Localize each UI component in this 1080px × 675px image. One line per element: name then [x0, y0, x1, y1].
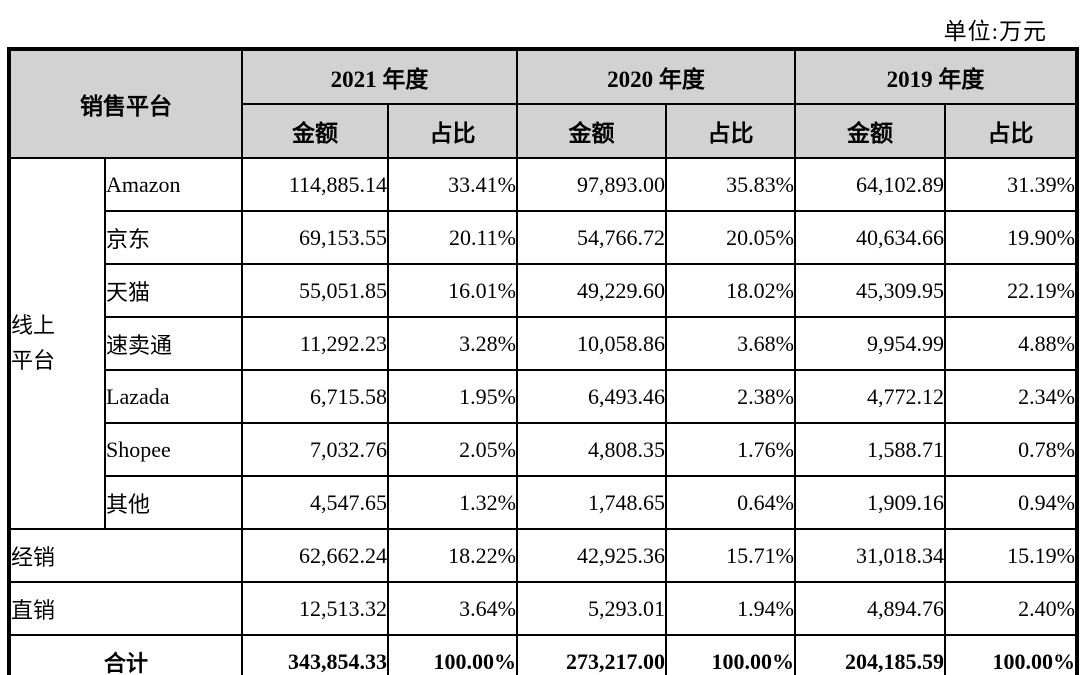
- amount-cell: 1,909.16: [794, 475, 946, 530]
- amount-header-2021: 金额: [241, 103, 389, 159]
- ratio-cell: 18.02%: [665, 263, 796, 318]
- ratio-cell: 1.94%: [665, 581, 796, 636]
- ratio-cell: 15.71%: [665, 528, 796, 583]
- platform-name-cell: 速卖通: [104, 316, 243, 371]
- ratio-cell: 1.32%: [387, 475, 518, 530]
- year-header-2019: 2019 年度: [794, 48, 1078, 105]
- amount-cell: 4,772.12: [794, 369, 946, 424]
- amount-cell: 5,293.01: [516, 581, 667, 636]
- online-group-line1: 线上: [11, 313, 56, 339]
- ratio-cell: 0.94%: [944, 475, 1078, 530]
- amount-cell: 97,893.00: [516, 157, 667, 212]
- ratio-cell: 1.76%: [665, 422, 796, 477]
- ratio-cell: 20.11%: [387, 210, 518, 265]
- amount-cell: 4,808.35: [516, 422, 667, 477]
- table-row-lazada: Lazada 6,715.58 1.95% 6,493.46 2.38% 4,7…: [9, 369, 1078, 424]
- table-row-amazon: 线上 平台 Amazon 114,885.14 33.41% 97,893.00…: [8, 157, 1078, 530]
- ratio-cell: 16.01%: [387, 263, 518, 318]
- ratio-cell: 15.19%: [944, 528, 1078, 583]
- ratio-header-2021: 占比: [387, 103, 518, 159]
- amount-cell: 62,662.24: [241, 528, 389, 583]
- platform-name-cell: 京东: [104, 210, 243, 265]
- ratio-header-2019: 占比: [944, 103, 1078, 159]
- ratio-header-2020: 占比: [665, 103, 796, 159]
- sales-platform-table: 销售平台 2021 年度 2020 年度 2019 年度 金额 占比 金额 占比…: [7, 47, 1079, 675]
- ratio-cell: 35.83%: [665, 157, 796, 212]
- amount-cell: 1,748.65: [516, 475, 667, 530]
- table-row-total: 合计 343,854.33 100.00% 273,217.00 100.00%…: [8, 634, 1078, 675]
- header-row-subcolumns: 金额 占比 金额 占比 金额 占比: [9, 103, 1078, 159]
- table-row-other: 其他 4,547.65 1.32% 1,748.65 0.64% 1,909.1…: [9, 475, 1078, 530]
- table-row-tmall: 天猫 55,051.85 16.01% 49,229.60 18.02% 45,…: [9, 263, 1078, 318]
- ratio-cell: 0.78%: [944, 422, 1078, 477]
- online-platform-group-label: 线上 平台: [8, 157, 106, 530]
- year-header-2020: 2020 年度: [516, 48, 796, 105]
- amount-cell: 273,217.00: [516, 634, 667, 675]
- online-group-line2: 平台: [11, 347, 56, 373]
- amount-cell: 4,894.76: [794, 581, 946, 636]
- platform-name-cell: Shopee: [104, 422, 243, 477]
- channel-label-cell: 直销: [8, 581, 243, 636]
- amount-cell: 9,954.99: [794, 316, 946, 371]
- ratio-cell: 20.05%: [665, 210, 796, 265]
- amount-cell: 64,102.89: [794, 157, 946, 212]
- platform-name-cell: Lazada: [104, 369, 243, 424]
- ratio-cell: 0.64%: [665, 475, 796, 530]
- amount-cell: 10,058.86: [516, 316, 667, 371]
- channel-label-cell: 经销: [8, 528, 243, 583]
- amount-header-2019: 金额: [794, 103, 946, 159]
- amount-cell: 54,766.72: [516, 210, 667, 265]
- ratio-cell: 2.05%: [387, 422, 518, 477]
- amount-cell: 69,153.55: [241, 210, 389, 265]
- amount-cell: 40,634.66: [794, 210, 946, 265]
- year-header-2021: 2021 年度: [241, 48, 518, 105]
- ratio-cell: 100.00%: [944, 634, 1078, 675]
- amount-cell: 45,309.95: [794, 263, 946, 318]
- platform-name-cell: 其他: [104, 475, 243, 530]
- amount-cell: 12,513.32: [241, 581, 389, 636]
- ratio-cell: 3.64%: [387, 581, 518, 636]
- ratio-cell: 2.38%: [665, 369, 796, 424]
- amount-cell: 343,854.33: [241, 634, 389, 675]
- total-label-cell: 合计: [8, 634, 243, 675]
- ratio-cell: 4.88%: [944, 316, 1078, 371]
- ratio-cell: 1.95%: [387, 369, 518, 424]
- ratio-cell: 3.68%: [665, 316, 796, 371]
- ratio-cell: 2.40%: [944, 581, 1078, 636]
- header-row-years: 销售平台 2021 年度 2020 年度 2019 年度: [8, 48, 1078, 159]
- amount-cell: 49,229.60: [516, 263, 667, 318]
- amount-cell: 11,292.23: [241, 316, 389, 371]
- amount-cell: 114,885.14: [241, 157, 389, 212]
- ratio-cell: 22.19%: [944, 263, 1078, 318]
- amount-cell: 4,547.65: [241, 475, 389, 530]
- ratio-cell: 18.22%: [387, 528, 518, 583]
- table-row-aliexpress: 速卖通 11,292.23 3.28% 10,058.86 3.68% 9,95…: [9, 316, 1078, 371]
- amount-header-2020: 金额: [516, 103, 667, 159]
- ratio-cell: 3.28%: [387, 316, 518, 371]
- table-row-shopee: Shopee 7,032.76 2.05% 4,808.35 1.76% 1,5…: [9, 422, 1078, 477]
- ratio-cell: 100.00%: [665, 634, 796, 675]
- amount-cell: 6,493.46: [516, 369, 667, 424]
- platform-name-cell: 天猫: [104, 263, 243, 318]
- table-row-jd: 京东 69,153.55 20.11% 54,766.72 20.05% 40,…: [9, 210, 1078, 265]
- amount-cell: 6,715.58: [241, 369, 389, 424]
- amount-cell: 1,588.71: [794, 422, 946, 477]
- amount-cell: 31,018.34: [794, 528, 946, 583]
- ratio-cell: 19.90%: [944, 210, 1078, 265]
- ratio-cell: 33.41%: [387, 157, 518, 212]
- amount-cell: 7,032.76: [241, 422, 389, 477]
- ratio-cell: 31.39%: [944, 157, 1078, 212]
- amount-cell: 204,185.59: [794, 634, 946, 675]
- amount-cell: 55,051.85: [241, 263, 389, 318]
- table-row-distribution: 经销 62,662.24 18.22% 42,925.36 15.71% 31,…: [8, 528, 1078, 583]
- ratio-cell: 100.00%: [387, 634, 518, 675]
- amount-cell: 42,925.36: [516, 528, 667, 583]
- corner-header: 销售平台: [8, 48, 243, 159]
- table-row-direct-sales: 直销 12,513.32 3.64% 5,293.01 1.94% 4,894.…: [8, 581, 1078, 636]
- platform-name-cell: Amazon: [104, 157, 243, 212]
- ratio-cell: 2.34%: [944, 369, 1078, 424]
- unit-label: 单位:万元: [943, 19, 1047, 44]
